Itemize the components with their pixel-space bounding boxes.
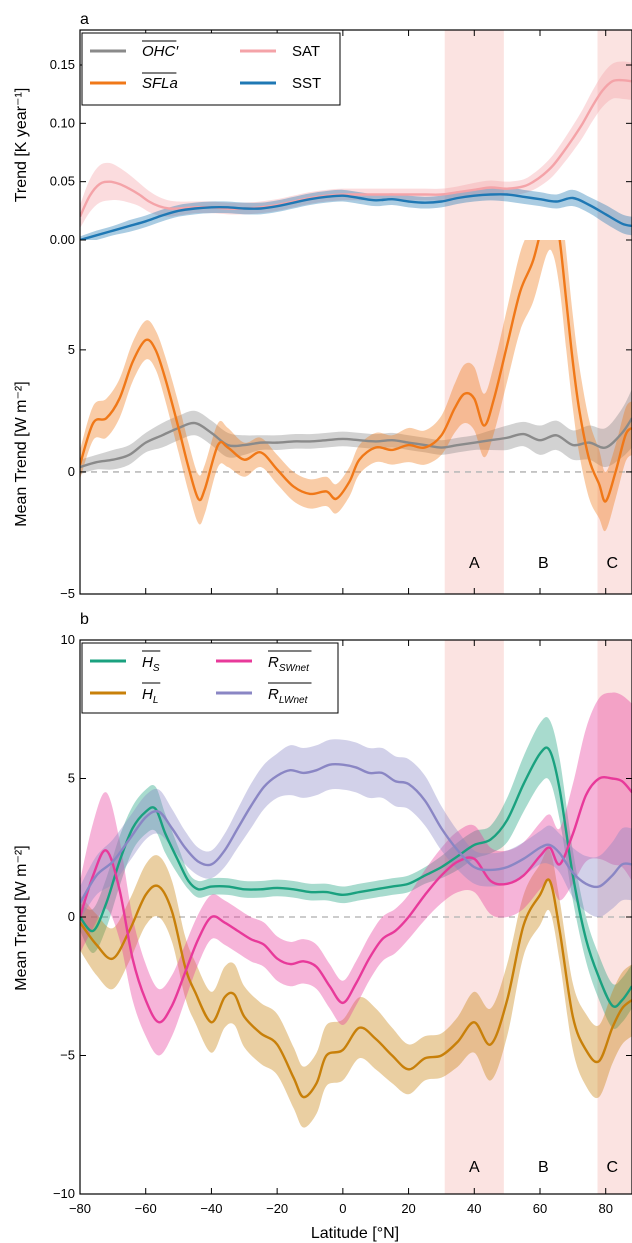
region-label-b-c: C: [607, 1159, 619, 1176]
axes: 0.00 0.05 0.10 0.15 −5 0 5 −10 −5 0 5 10 −80 −60 −40 −2…: [50, 29, 632, 1216]
region-label-a-b: B: [538, 555, 549, 572]
a-bottom-band-sfla: [80, 240, 632, 532]
highlight-regions: A B C A B C: [444, 30, 632, 1194]
legend-a-label-0: OHC′: [142, 43, 179, 60]
region-label-a-c: C: [607, 555, 619, 572]
legend-b-base-0: H: [142, 654, 153, 671]
region-label-b-a: A: [469, 1159, 480, 1176]
a-bottom-ytick-label-2: 5: [68, 342, 75, 357]
b-ytick-label-0: −10: [53, 1186, 75, 1201]
legend-b-label-1: RSWnet: [268, 654, 310, 674]
a-top-ytick-label-0: 0.00: [50, 232, 75, 247]
legend-a-label-2: SFLa: [142, 75, 178, 92]
xtick-label-6: 40: [467, 1201, 481, 1216]
a-top-ytick-label-2: 0.10: [50, 115, 75, 130]
xtick-label-7: 60: [533, 1201, 547, 1216]
highlight-band-b-0: [444, 640, 504, 1194]
a-bottom-ytick-label-1: 0: [68, 464, 75, 479]
b-ytick-label-1: −5: [60, 1048, 75, 1063]
b-line-hl: [80, 878, 632, 1099]
legend-b-sub-2: L: [153, 695, 159, 706]
region-label-b-b: B: [538, 1159, 549, 1176]
a-top-line-sst: [80, 193, 632, 240]
ylabel-a-bottom: Mean Trend [W m⁻²]: [13, 381, 30, 526]
legend-b-base-2: H: [142, 686, 153, 703]
a-top-line-sat: [80, 78, 632, 218]
legend-b-sub-0: S: [153, 663, 160, 674]
highlight-band-a-0: [444, 30, 504, 594]
b-ytick-label-3: 5: [68, 771, 75, 786]
region-label-a-a: A: [469, 555, 480, 572]
xtick-label-4: 0: [339, 1201, 346, 1216]
xtick-label-3: −20: [266, 1201, 288, 1216]
b-ytick-label-2: 0: [68, 909, 75, 924]
legend-b-base-1: R: [268, 654, 279, 671]
legend-b-base-3: R: [268, 686, 279, 703]
b-ytick-label-4: 10: [61, 632, 75, 647]
xtick-label-8: 80: [598, 1201, 612, 1216]
panel-b-label: b: [80, 611, 89, 628]
legend-a: [81, 32, 341, 106]
b-line-hs: [80, 746, 632, 1008]
b-line-rswnet: [80, 775, 632, 1024]
panel-a-label: a: [80, 11, 89, 28]
a-bottom-band-ohc: [80, 388, 632, 475]
ylabel-a-top: Trend [K year⁻¹]: [13, 88, 30, 203]
legend-b-sub-1: SWnet: [279, 663, 310, 674]
b-band-hl: [80, 848, 632, 1128]
xtick-label-0: −80: [69, 1201, 91, 1216]
a-top-ytick-label-3: 0.15: [50, 57, 75, 72]
axes-frame-a: [79, 29, 632, 595]
a-bottom-ytick-label-0: −5: [60, 586, 75, 601]
b-line-rlwnet: [80, 762, 632, 904]
legend-b-label-3: RLWnet: [268, 686, 309, 706]
b-band-rlwnet: [80, 739, 632, 920]
a-bottom-line-sfla: [80, 240, 632, 503]
xtick-label-1: −60: [135, 1201, 157, 1216]
a-top-ytick-label-1: 0.05: [50, 174, 75, 189]
legend-b-label-0: HS: [142, 654, 160, 674]
legend-a-label-3: SST: [292, 75, 321, 92]
legend-b-sub-3: LWnet: [279, 695, 309, 706]
legend-b-label-2: HL: [142, 686, 158, 706]
ylabel-b: Mean Trend [W m⁻²]: [13, 845, 30, 990]
xlabel: Latitude [°N]: [311, 1225, 399, 1242]
plot-data: [80, 61, 632, 1128]
legend-a-label-1: SAT: [292, 43, 320, 60]
legend-b: [81, 642, 339, 714]
xtick-label-2: −40: [200, 1201, 222, 1216]
xtick-label-5: 20: [401, 1201, 415, 1216]
a-bottom-line-ohc: [80, 417, 632, 469]
